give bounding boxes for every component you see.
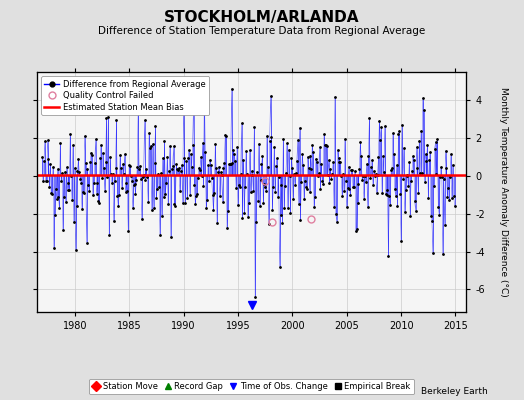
Legend: Station Move, Record Gap, Time of Obs. Change, Empirical Break: Station Move, Record Gap, Time of Obs. C… (89, 378, 414, 394)
Text: Difference of Station Temperature Data from Regional Average: Difference of Station Temperature Data f… (99, 26, 425, 36)
Text: STOCKHOLM/ARLANDA: STOCKHOLM/ARLANDA (164, 10, 360, 25)
Text: Berkeley Earth: Berkeley Earth (421, 387, 487, 396)
Y-axis label: Monthly Temperature Anomaly Difference (°C): Monthly Temperature Anomaly Difference (… (499, 87, 508, 297)
